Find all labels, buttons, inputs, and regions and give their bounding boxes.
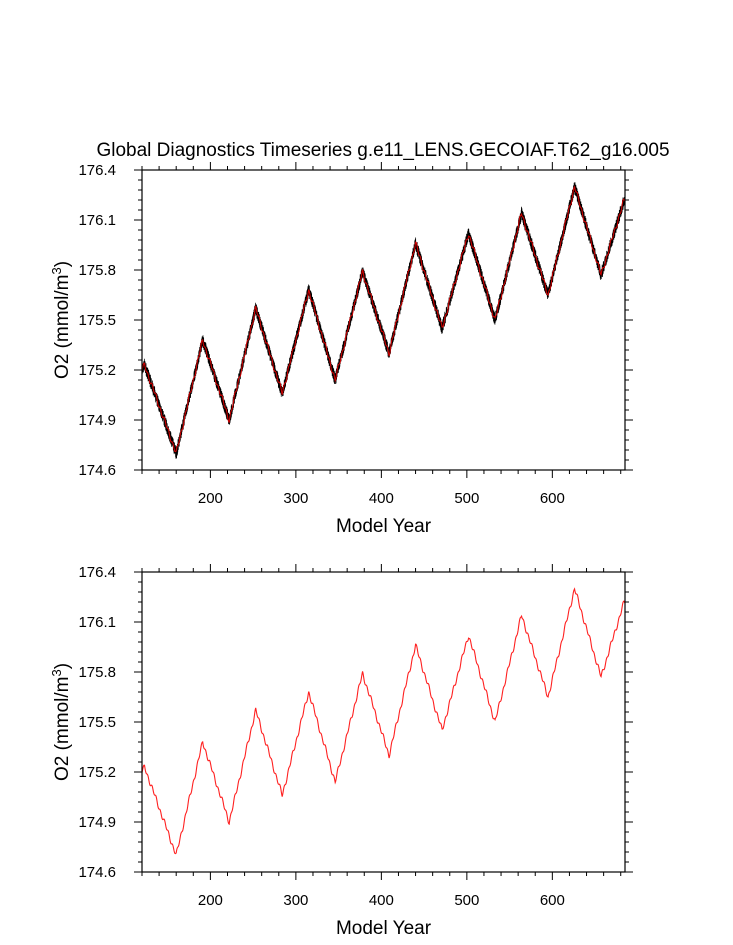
bottom-ytick-label: 175.8 [78,664,116,681]
top-xtick-label: 200 [198,490,223,507]
bottom-ytick-label: 176.4 [78,564,116,581]
bottom-panel: 200 300 400 500 600 174.6 174.9 175.2 175.5 175.8… [49,564,633,939]
bottom-xtick-label: 600 [540,892,565,909]
top-xtick-label: 500 [454,490,479,507]
top-series-annual-mean [142,185,625,453]
top-xaxis-label: Model Year [336,516,432,537]
figure-title: Global Diagnostics Timeseries g.e11_LENS… [96,140,669,161]
bottom-ytick-label: 174.9 [78,814,116,831]
bottom-ytick-label: 175.5 [78,714,116,731]
bottom-ytick-label: 174.6 [78,864,116,881]
bottom-ytick-label: 176.1 [78,614,116,631]
bottom-xtick-label: 500 [454,892,479,909]
top-xtick-label: 400 [369,490,394,507]
bottom-xtick-label: 400 [369,892,394,909]
top-panel: 200 300 400 500 600 174.6 174.9 175.2 175.5 175.8… [49,162,633,537]
top-ytick-label: 176.1 [78,212,116,229]
top-xtick-label: 600 [540,490,565,507]
bottom-yaxis-label: O2 (mmol/m3) [49,663,73,781]
bottom-plot-area [142,587,625,855]
top-ytick-label: 174.6 [78,462,116,479]
bottom-xaxis-label: Model Year [336,918,432,939]
top-ytick-label: 174.9 [78,412,116,429]
top-xtick-label: 300 [283,490,308,507]
top-ytick-label: 176.4 [78,162,116,179]
bottom-xtick-label: 300 [283,892,308,909]
top-ytick-label: 175.2 [78,362,116,379]
bottom-ytick-label: 175.2 [78,764,116,781]
top-yaxis-label: O2 (mmol/m3) [49,261,73,379]
top-plot-area [142,182,625,459]
top-ytick-label: 175.5 [78,312,116,329]
bottom-series-annual-mean [142,587,625,855]
top-ytick-label: 175.8 [78,262,116,279]
bottom-xtick-label: 200 [198,892,223,909]
